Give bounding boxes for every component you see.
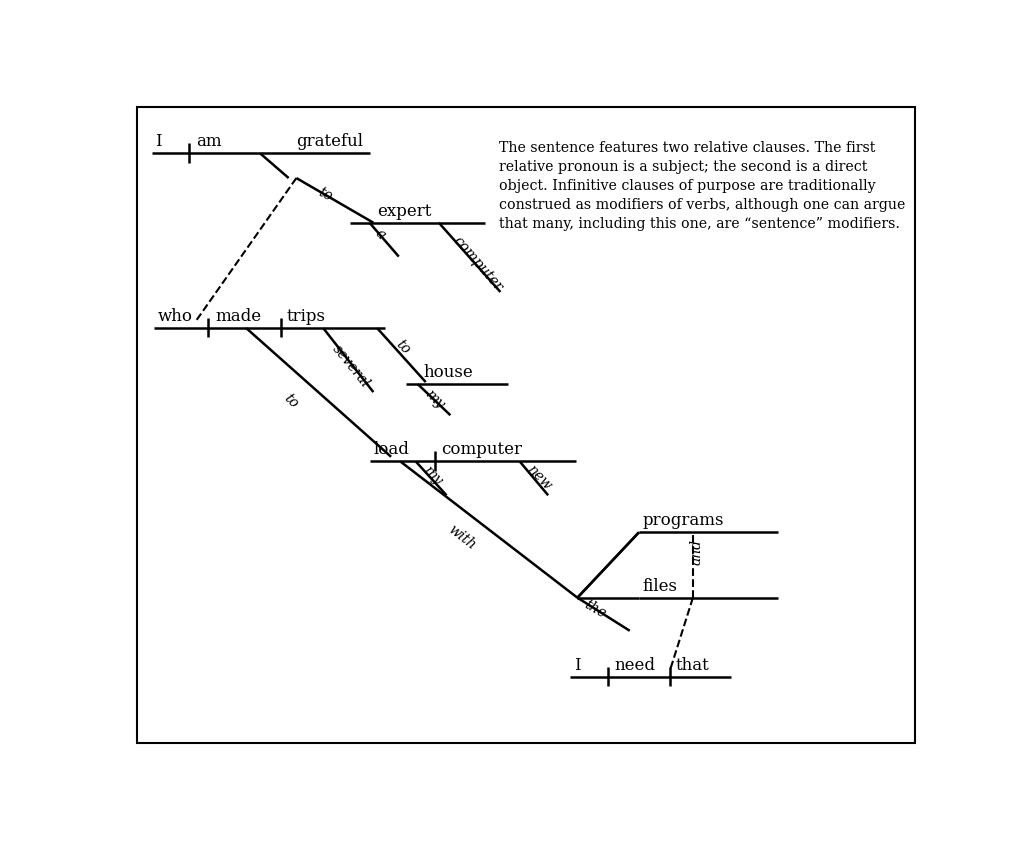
Text: with: with: [445, 523, 478, 553]
Text: new: new: [523, 462, 554, 493]
Text: my: my: [422, 386, 446, 412]
Text: files: files: [643, 578, 678, 594]
Text: trips: trips: [286, 308, 325, 325]
Text: to: to: [281, 392, 301, 411]
Text: who: who: [158, 308, 193, 325]
Text: computer: computer: [441, 441, 522, 458]
Text: am: am: [196, 133, 222, 151]
Text: to: to: [393, 338, 412, 357]
Text: and: and: [689, 539, 704, 565]
Text: grateful: grateful: [297, 133, 363, 151]
Text: a: a: [372, 226, 389, 242]
Text: load: load: [373, 441, 409, 458]
Text: need: need: [615, 657, 656, 674]
Text: I: I: [156, 133, 162, 151]
Text: house: house: [424, 365, 473, 381]
FancyBboxPatch shape: [137, 107, 914, 743]
Text: computer: computer: [450, 234, 505, 295]
Text: the: the: [582, 597, 608, 621]
Text: The sentence features two relative clauses. The first
relative pronoun is a subj: The sentence features two relative claus…: [499, 141, 905, 231]
Text: expert: expert: [378, 203, 432, 220]
Text: I: I: [574, 657, 580, 674]
Text: to: to: [316, 184, 334, 204]
Text: several: several: [329, 343, 372, 391]
Text: programs: programs: [643, 512, 724, 529]
Text: my: my: [420, 463, 444, 488]
Text: made: made: [215, 308, 262, 325]
Text: that: that: [676, 657, 710, 674]
